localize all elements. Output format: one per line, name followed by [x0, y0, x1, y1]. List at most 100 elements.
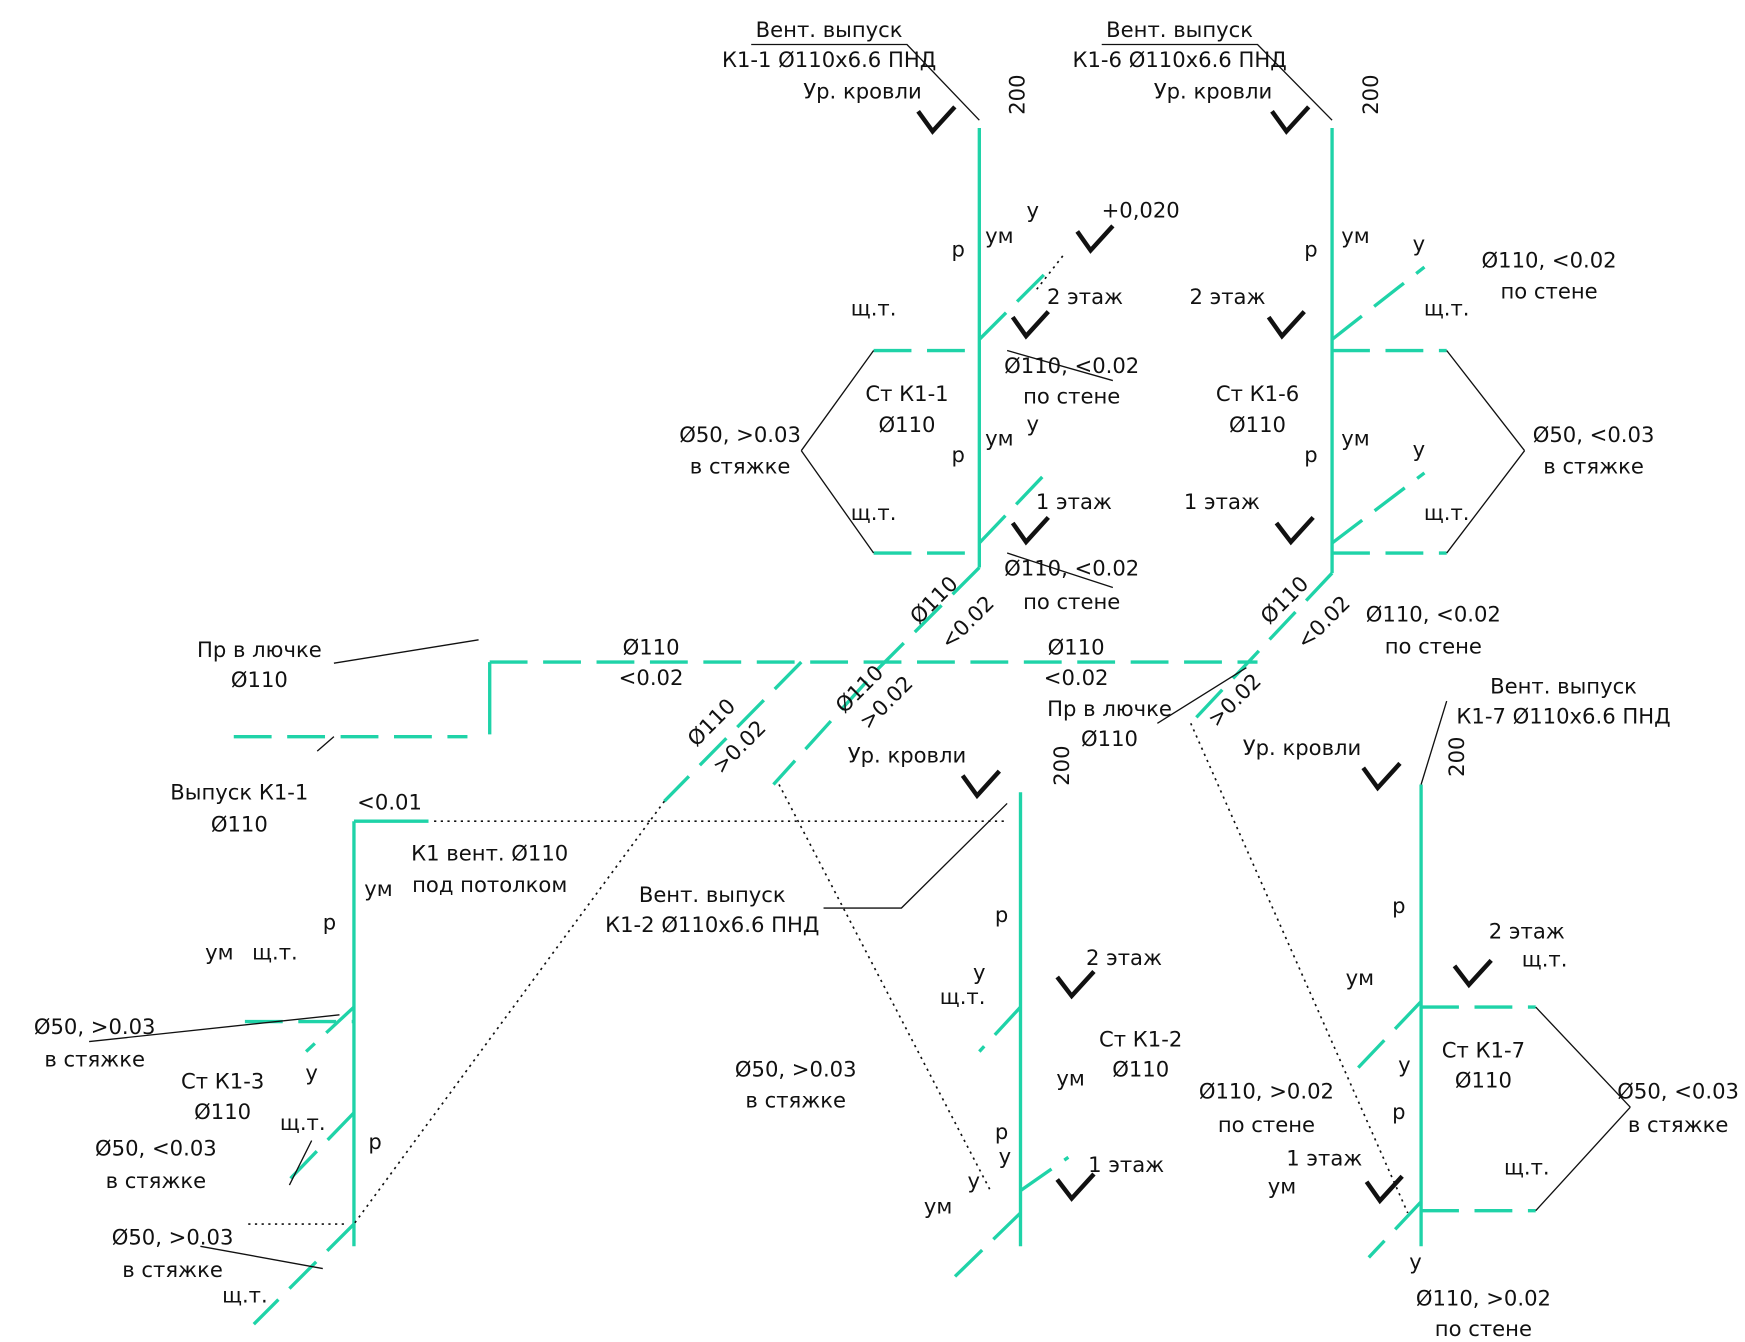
label: К1-1 Ø110x6.6 ПНД [722, 47, 936, 72]
label: Выпуск К1-1 [170, 779, 308, 804]
label: в стяжке [122, 1257, 223, 1282]
label: Вент. выпуск [756, 17, 903, 42]
label: Ст К1-1 [865, 381, 948, 406]
label: ум [1341, 223, 1369, 248]
label: Ø110 [1048, 635, 1105, 660]
label: Ур. кровли [803, 78, 922, 103]
label: Ст К1-7 [1442, 1038, 1525, 1063]
label: +0,020 [1102, 197, 1180, 222]
label: в стяжке [1543, 453, 1644, 478]
label: р [1392, 1099, 1405, 1124]
label: Ø110 [1112, 1056, 1169, 1081]
label: Ø50, >0.03 [735, 1056, 857, 1081]
label: по стене [1435, 1316, 1532, 1341]
label: Ø110 [231, 667, 288, 692]
label: <0.01 [357, 789, 422, 814]
label: Ø50, <0.03 [1533, 422, 1655, 447]
label: Ø50, <0.03 [1617, 1079, 1739, 1104]
label: р [1392, 893, 1405, 918]
label: 1 этаж [1286, 1146, 1362, 1171]
label: ум [364, 876, 392, 901]
label: Ø110 [623, 635, 680, 660]
label: р [1304, 236, 1317, 261]
label: Пр в лючке [197, 637, 322, 662]
label: у [1026, 411, 1039, 436]
label: 2 этаж [1189, 284, 1265, 309]
label: ум [205, 940, 233, 965]
label: щ.т. [1424, 295, 1470, 320]
label: <0.02 [619, 665, 684, 690]
label: ум [1341, 426, 1369, 451]
label: в стяжке [44, 1046, 145, 1071]
label: у [1409, 1249, 1422, 1274]
label: щ.т. [851, 295, 897, 320]
label: Ø110 [1255, 571, 1313, 629]
label: щ.т. [940, 984, 986, 1009]
label: ум [1268, 1173, 1296, 1198]
label: щ.т. [1504, 1154, 1550, 1179]
label: у [1398, 1052, 1411, 1077]
label: в стяжке [745, 1088, 846, 1113]
label: щ.т. [252, 940, 298, 965]
label: у [1413, 231, 1426, 256]
label: у [968, 1168, 981, 1193]
label: Ст К1-3 [181, 1069, 264, 1094]
label: у [1413, 437, 1426, 462]
label: Ø50, >0.03 [679, 422, 801, 447]
label: щ.т. [222, 1282, 268, 1307]
label: Ø110 [879, 412, 936, 437]
label: у [1026, 197, 1039, 222]
label: К1 вент. Ø110 [411, 841, 568, 866]
label: <0.02 [1044, 665, 1109, 690]
label: Ур. кровли [1243, 735, 1362, 760]
label: щ.т. [851, 500, 897, 525]
label: у [305, 1060, 318, 1085]
label: 2 этаж [1086, 945, 1162, 970]
label: р [995, 1119, 1008, 1144]
label: К1-6 Ø110x6.6 ПНД [1072, 47, 1286, 72]
label: по стене [1385, 634, 1482, 659]
label: по стене [1218, 1112, 1315, 1137]
label: р [323, 910, 336, 935]
label: Ø110, <0.02 [1482, 248, 1617, 273]
label: щ.т. [280, 1110, 326, 1135]
label: Ст К1-6 [1216, 381, 1299, 406]
label: Вент. выпуск [1106, 17, 1253, 42]
label: р [1304, 442, 1317, 467]
label: Ø110, <0.02 [1004, 353, 1139, 378]
label: ум [985, 223, 1013, 248]
label: Ø110 [211, 812, 268, 837]
label: р [951, 236, 964, 261]
label: 200 [1358, 74, 1383, 114]
label: Пр в лючке [1047, 696, 1172, 721]
label: Вент. выпуск [1490, 674, 1637, 699]
label: 1 этаж [1036, 489, 1112, 514]
label: щ.т. [1522, 946, 1568, 971]
label: ум [1346, 965, 1374, 990]
label: 1 этаж [1184, 489, 1260, 514]
label: щ.т. [1424, 500, 1470, 525]
label: Ур. кровли [848, 743, 966, 768]
label: 1 этаж [1088, 1152, 1164, 1177]
label: по стене [1023, 589, 1120, 614]
label: 200 [1004, 74, 1029, 114]
label: Ø50, <0.03 [95, 1135, 217, 1160]
label: Ø110 [1229, 412, 1286, 437]
label: Ур. кровли [1154, 78, 1273, 103]
label: 2 этаж [1047, 284, 1123, 309]
label: ум [1056, 1065, 1084, 1090]
label: у [973, 960, 986, 985]
drawing: Вент. выпуск К1-1 Ø110x6.6 ПНД Ур. кровли 2… [0, 0, 1745, 1342]
label: Ø50, >0.03 [112, 1225, 234, 1250]
label: р [995, 902, 1008, 927]
label: в стяжке [106, 1168, 207, 1193]
label: Ø110 [1455, 1068, 1512, 1093]
label: по стене [1023, 383, 1120, 408]
label: р [951, 442, 964, 467]
label: Ст К1-2 [1099, 1026, 1182, 1051]
label: Ø110, <0.02 [1366, 601, 1501, 626]
label: ум [924, 1193, 952, 1218]
label: 200 [1444, 737, 1469, 777]
label: по стене [1500, 279, 1597, 304]
label: ум [985, 426, 1013, 451]
